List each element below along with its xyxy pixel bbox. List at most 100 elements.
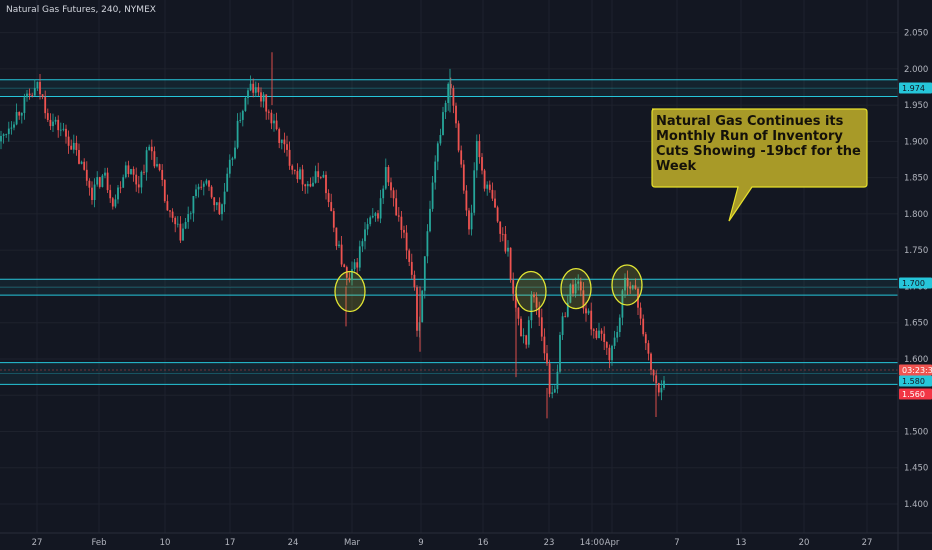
candle-body: [26, 93, 28, 98]
candle-body: [98, 177, 101, 187]
candle-body: [390, 182, 392, 191]
x-tick-label: 23: [544, 538, 555, 548]
candle-body: [228, 159, 231, 174]
candle-body: [265, 94, 268, 112]
candle-body: [631, 285, 634, 289]
candle-body: [192, 196, 195, 214]
candle-body: [650, 353, 652, 370]
candle-body: [361, 241, 364, 247]
candle-body: [59, 129, 62, 131]
candle-body: [595, 330, 598, 339]
candle-body: [553, 389, 556, 393]
candle-body: [569, 284, 572, 303]
candle-body: [145, 150, 148, 173]
candle-body: [374, 213, 377, 216]
candle-body: [616, 332, 619, 338]
candle-body: [314, 171, 317, 183]
candle-body: [470, 212, 473, 230]
highlight-circle[interactable]: [560, 267, 592, 310]
x-tick-label: Feb: [91, 538, 106, 548]
candle-body: [106, 172, 109, 191]
candle-body: [322, 174, 325, 178]
candle-body: [353, 262, 356, 270]
candle-body: [561, 316, 564, 335]
candle-body: [397, 215, 400, 217]
candle-body: [262, 94, 265, 102]
candle-body: [182, 228, 184, 241]
candle-body: [486, 184, 489, 189]
candle-body: [13, 124, 15, 128]
highlight-circle[interactable]: [515, 270, 547, 313]
y-tick-label: 1.450: [904, 464, 928, 474]
candle-body: [559, 334, 561, 372]
candle-body: [426, 231, 429, 257]
candle-body: [660, 387, 663, 393]
price-badge-label: 1.700: [902, 279, 925, 288]
candle-body: [23, 97, 26, 113]
candle-body: [301, 169, 304, 185]
candle-body: [392, 190, 395, 199]
price-badge-label: 1.560: [902, 390, 925, 399]
highlight-circle[interactable]: [611, 264, 643, 306]
candle-body: [473, 170, 476, 213]
price-badges: 1.974 1.700 03:23:31 1.580 1.560: [899, 82, 932, 400]
candle-body: [634, 285, 637, 289]
candle-body: [244, 97, 247, 111]
candle-body: [600, 330, 603, 334]
candle-body: [317, 171, 320, 178]
highlight-circle[interactable]: [334, 270, 366, 313]
candle-body: [423, 256, 426, 291]
candle-body: [452, 88, 455, 106]
annotation-callout[interactable]: [651, 108, 868, 222]
candle-body: [135, 174, 138, 185]
candle-body: [267, 111, 270, 113]
candle-body: [221, 204, 223, 215]
x-tick-label: 7: [674, 538, 679, 548]
candle-body: [590, 310, 593, 330]
price-badge: [899, 82, 932, 94]
candle-body: [57, 119, 60, 131]
candle-body: [468, 210, 470, 230]
candle-body: [548, 363, 551, 394]
candle-body: [371, 215, 374, 218]
y-tick-label: 1.400: [904, 500, 928, 510]
candle-body: [39, 81, 41, 95]
candle-body: [239, 119, 242, 121]
candle-body: [611, 345, 613, 361]
candle-body: [566, 302, 569, 317]
price-badge: [899, 364, 932, 376]
candle-body: [153, 151, 156, 167]
y-tick-label: 2.050: [904, 29, 928, 39]
highlight-circles[interactable]: [334, 264, 643, 313]
candle-body: [657, 383, 660, 393]
candle-body: [366, 224, 369, 230]
candle-body: [176, 223, 179, 225]
candle-body: [530, 294, 533, 321]
candle-body: [572, 284, 574, 294]
candle-body: [556, 371, 559, 390]
candle-body: [18, 112, 21, 116]
candle-body: [546, 353, 548, 364]
candle-body: [150, 146, 153, 152]
y-tick-label: 1.850: [904, 174, 928, 184]
time-axis[interactable]: 27 Feb 10 17 24 Mar 9 16 23 14:00 Apr 7 13 20 27: [32, 538, 873, 548]
candle-body: [293, 169, 296, 172]
candle-body: [416, 287, 418, 331]
candle-body: [647, 343, 650, 354]
candle-body: [618, 317, 621, 333]
candle-body: [551, 392, 554, 394]
candle-body: [166, 201, 169, 211]
x-tick-label: 27: [862, 538, 873, 548]
candle-body: [639, 307, 642, 319]
candle-body: [405, 232, 408, 251]
candle-body: [67, 136, 70, 146]
candle-body: [91, 187, 93, 200]
symbol-title: Natural Gas Futures, 240, NYMEX: [6, 5, 156, 15]
candle-body: [587, 310, 590, 314]
candle-body: [462, 164, 465, 191]
candle-body: [325, 174, 327, 194]
candle-body: [72, 142, 75, 150]
candle-body: [197, 186, 200, 190]
candle-body: [54, 119, 57, 122]
